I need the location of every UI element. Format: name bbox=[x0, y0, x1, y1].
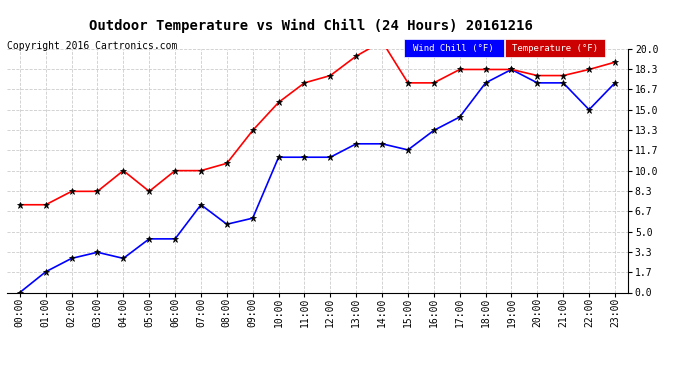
Text: Copyright 2016 Cartronics.com: Copyright 2016 Cartronics.com bbox=[7, 41, 177, 51]
Text: Wind Chill (°F): Wind Chill (°F) bbox=[413, 44, 494, 53]
Text: Temperature (°F): Temperature (°F) bbox=[512, 44, 598, 53]
Text: Outdoor Temperature vs Wind Chill (24 Hours) 20161216: Outdoor Temperature vs Wind Chill (24 Ho… bbox=[88, 19, 533, 33]
